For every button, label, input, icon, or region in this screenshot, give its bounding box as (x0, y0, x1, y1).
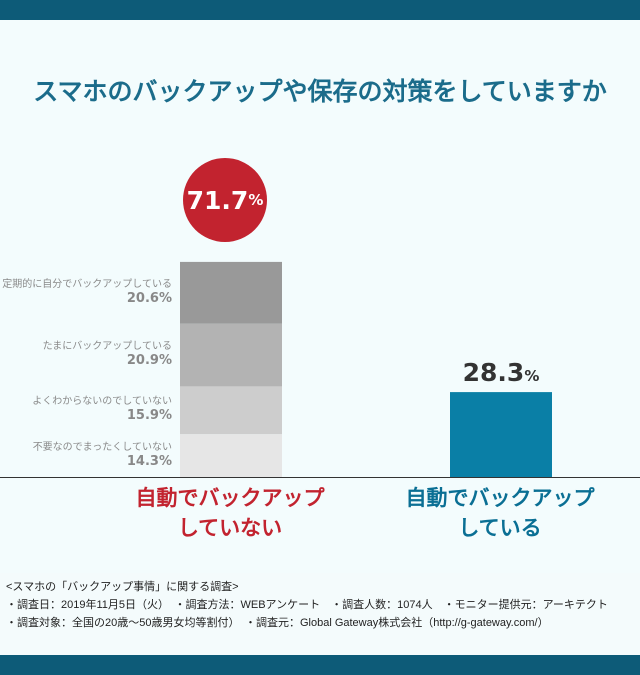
stack-segment (180, 261, 282, 324)
segment-name: 不要なのでまったくしていない (32, 441, 172, 453)
chart-title: スマホのバックアップや保存の対策をしていますか (33, 77, 607, 106)
segment-value: 20.6% (126, 290, 172, 306)
stack-segment (180, 323, 282, 387)
stack-segment (180, 386, 282, 435)
bottom-band (0, 655, 640, 675)
segment-value: 15.9% (126, 408, 172, 424)
segment-name: よくわからないのでしていない (32, 396, 172, 408)
total-label-not-auto: 71.7% (183, 158, 267, 242)
segment-label: 不要なのでまったくしていない 14.3% (0, 441, 172, 470)
survey-notes: <スマホの「バックアップ事情」に関する調査> ・調査日：2019年11月5日（火… (6, 578, 634, 632)
segment-label: 定期的に自分でバックアップしている 20.6% (0, 278, 172, 307)
segment-label: たまにバックアップしている 20.9% (0, 340, 172, 369)
stack-segment (180, 434, 282, 477)
bar-auto-backup (450, 392, 552, 477)
chart-panel (0, 20, 640, 573)
top-band (0, 0, 640, 20)
category-label-auto: 自動でバックアップ している (405, 486, 595, 540)
segment-value: 20.9% (126, 353, 172, 369)
note-line: ・調査対象：全国の20歳〜50歳男女均等割付） ・調査元：Global Gate… (6, 617, 549, 629)
total-label-auto: 28.3% (462, 358, 540, 387)
note-line: ・調査日：2019年11月5日（火） ・調査方法：WEBアンケート ・調査人数：… (6, 599, 608, 611)
segment-name: 定期的に自分でバックアップしている (2, 278, 172, 290)
segment-name: たまにバックアップしている (42, 341, 172, 353)
segment-value: 14.3% (126, 453, 172, 469)
note-title: <スマホの「バックアップ事情」に関する調査> (6, 581, 239, 593)
segment-label: よくわからないのでしていない 15.9% (0, 395, 172, 424)
category-label-not-auto: 自動でバックアップ していない (135, 486, 325, 540)
